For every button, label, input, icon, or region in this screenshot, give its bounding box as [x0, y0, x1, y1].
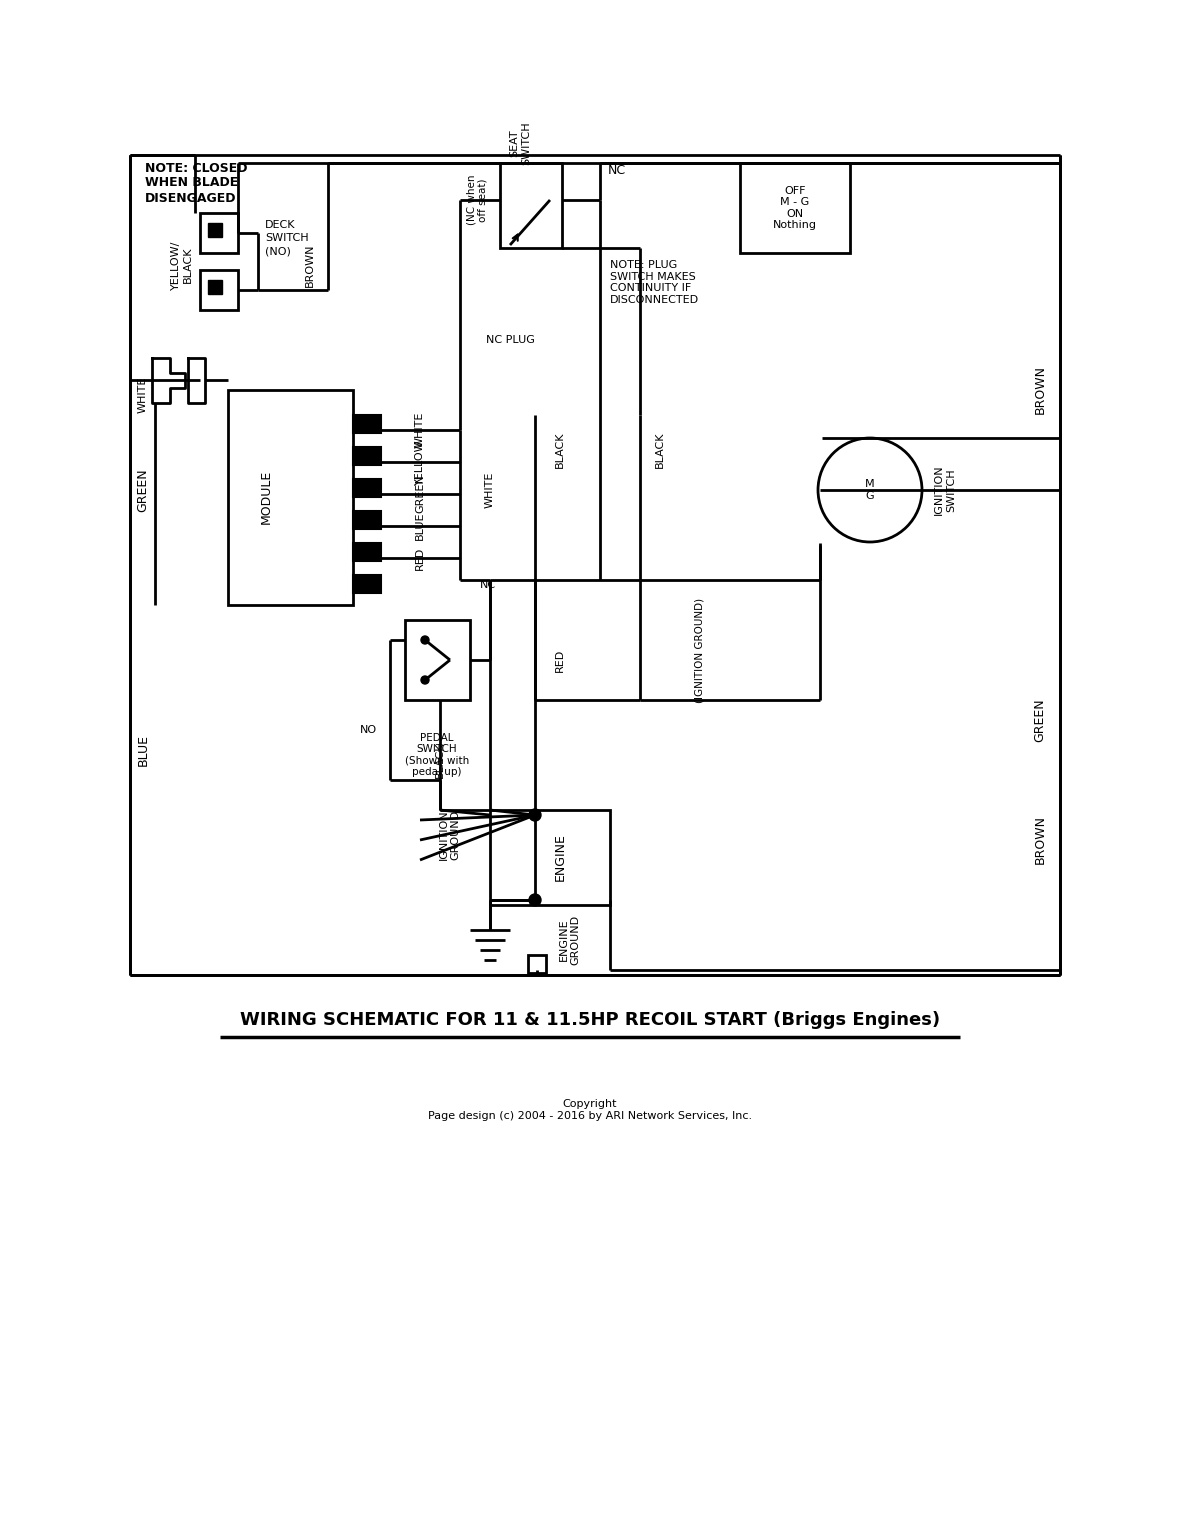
Bar: [405, 620, 470, 699]
Text: Copyright
Page design (c) 2004 - 2016 by ARI Network Services, Inc.: Copyright Page design (c) 2004 - 2016 by…: [428, 1099, 752, 1121]
Bar: [208, 279, 222, 295]
Bar: [199, 212, 238, 253]
Circle shape: [529, 809, 540, 822]
Bar: [353, 479, 381, 496]
Text: NOTE: CLOSED: NOTE: CLOSED: [145, 162, 248, 174]
Text: ENGINE: ENGINE: [553, 834, 566, 881]
Text: NO: NO: [360, 725, 378, 734]
Text: GREEN: GREEN: [1034, 698, 1047, 742]
Bar: [353, 512, 381, 528]
Text: YELLOW/
BLACK: YELLOW/ BLACK: [171, 240, 192, 290]
Text: BLACK: BLACK: [655, 432, 666, 469]
Text: WHITE: WHITE: [415, 412, 425, 449]
Text: (IGNITION GROUND): (IGNITION GROUND): [695, 597, 704, 702]
Text: GREEN: GREEN: [137, 469, 150, 512]
Bar: [490, 809, 610, 906]
Text: BROWN: BROWN: [1034, 365, 1047, 414]
Text: M
G: M G: [865, 479, 874, 501]
Bar: [353, 415, 381, 434]
Bar: [353, 544, 381, 560]
Bar: [353, 576, 381, 592]
Text: SEAT
SWITCH: SEAT SWITCH: [510, 121, 531, 165]
Bar: [740, 163, 850, 253]
Bar: [527, 954, 546, 973]
Text: GREEN: GREEN: [415, 475, 425, 513]
Text: IGNITION
SWITCH: IGNITION SWITCH: [935, 464, 956, 515]
Bar: [199, 270, 238, 310]
Text: BLACK: BLACK: [435, 742, 445, 779]
Text: IGNITION
GROUND: IGNITION GROUND: [439, 809, 461, 860]
Circle shape: [421, 637, 430, 644]
Text: BLUE: BLUE: [415, 512, 425, 541]
Text: DISENGAGED: DISENGAGED: [145, 191, 236, 205]
Text: (NO): (NO): [266, 246, 291, 257]
Text: PEDAL
SWITCH
(Shown with
pedal up): PEDAL SWITCH (Shown with pedal up): [405, 733, 470, 777]
Text: RED: RED: [555, 649, 565, 672]
Text: NC PLUG: NC PLUG: [485, 334, 535, 345]
Text: DECK: DECK: [266, 220, 295, 231]
Text: NOTE: PLUG
SWITCH MAKES
CONTINUITY IF
DISCONNECTED: NOTE: PLUG SWITCH MAKES CONTINUITY IF DI…: [610, 260, 699, 305]
Bar: [208, 223, 222, 237]
Text: BROWN: BROWN: [304, 243, 315, 287]
Text: NC: NC: [608, 163, 627, 177]
Text: BLACK: BLACK: [555, 432, 565, 469]
Text: BLUE: BLUE: [137, 734, 150, 767]
Bar: [228, 389, 353, 605]
Text: WIRING SCHEMATIC FOR 11 & 11.5HP RECOIL START (Briggs Engines): WIRING SCHEMATIC FOR 11 & 11.5HP RECOIL …: [240, 1011, 940, 1029]
Text: WHITE: WHITE: [138, 377, 148, 414]
Text: OFF
M - G
ON
Nothing: OFF M - G ON Nothing: [773, 186, 817, 231]
Text: ENGINE
GROUND: ENGINE GROUND: [559, 915, 581, 965]
Text: RED: RED: [415, 547, 425, 570]
Text: SWITCH: SWITCH: [266, 234, 309, 243]
Circle shape: [421, 676, 430, 684]
Bar: [353, 447, 381, 466]
Text: YELLOW: YELLOW: [415, 440, 425, 484]
Text: BROWN: BROWN: [1034, 815, 1047, 864]
Text: NC: NC: [480, 580, 496, 589]
Text: WHEN BLADE: WHEN BLADE: [145, 177, 238, 189]
Text: (NC when
off seat): (NC when off seat): [466, 174, 487, 226]
Circle shape: [529, 893, 540, 906]
Text: WHITE: WHITE: [485, 472, 494, 508]
Text: MODULE: MODULE: [260, 470, 273, 524]
Bar: [500, 163, 562, 247]
